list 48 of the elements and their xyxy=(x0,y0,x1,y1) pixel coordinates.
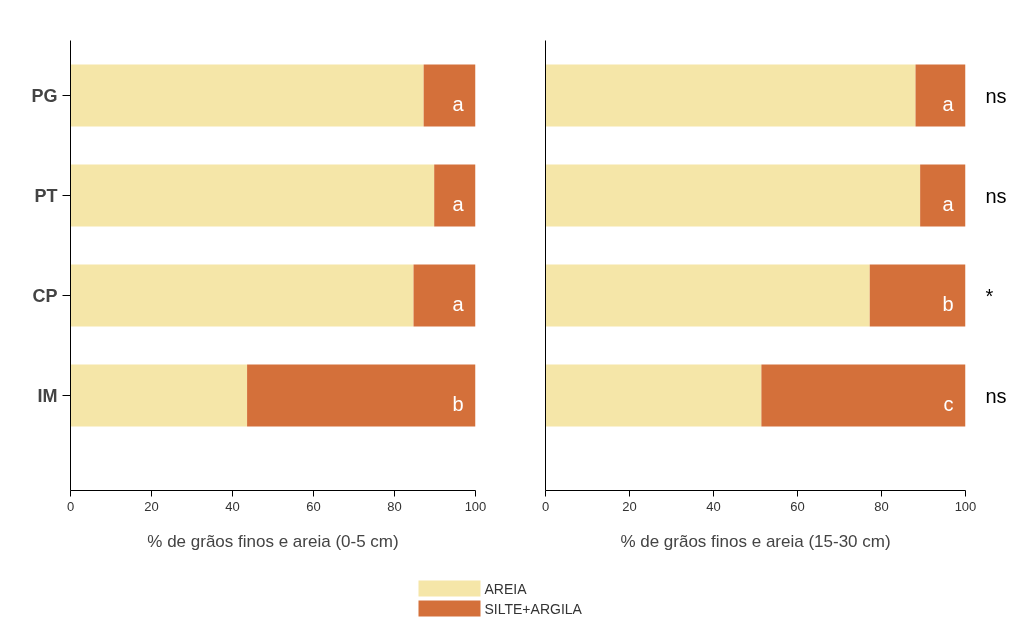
x-tick-label: 40 xyxy=(225,498,240,514)
text: ns xyxy=(985,384,1007,407)
y-tick-label: PT xyxy=(34,185,58,206)
bar xyxy=(247,364,476,427)
annotation: b xyxy=(942,292,954,315)
bar xyxy=(70,164,435,227)
annotation: a xyxy=(452,292,465,315)
annotation: a xyxy=(452,192,465,215)
y-tick-label: CP xyxy=(32,285,58,306)
x-tick-label: 40 xyxy=(706,498,721,514)
annotation: a xyxy=(942,192,955,215)
x-tick-label: 0 xyxy=(541,498,550,514)
bar xyxy=(545,64,916,127)
text: * xyxy=(985,284,994,307)
bar xyxy=(434,164,476,227)
bar xyxy=(70,364,248,427)
annotation: b xyxy=(452,392,464,415)
bar xyxy=(915,64,966,127)
x-axis-title: % de grãos finos e areia (15-30 cm) xyxy=(620,531,891,551)
x-tick-label: 100 xyxy=(954,498,977,514)
x-tick-label: 80 xyxy=(874,498,889,514)
x-tick-label: 0 xyxy=(66,498,75,514)
bar xyxy=(70,264,414,327)
bar xyxy=(545,364,762,427)
annotation: a xyxy=(942,92,955,115)
annotation: a xyxy=(452,92,465,115)
legend-label: SILTE+ARGILA xyxy=(484,600,583,617)
bar xyxy=(869,264,966,327)
annotation: c xyxy=(943,392,954,415)
bar xyxy=(545,164,921,227)
x-tick-label: 80 xyxy=(387,498,402,514)
x-axis-title: % de grãos finos e areia (0-5 cm) xyxy=(147,531,399,551)
x-tick-label: 60 xyxy=(790,498,805,514)
y-tick-label: IM xyxy=(37,385,58,406)
bar xyxy=(413,264,476,327)
bar xyxy=(545,264,870,327)
legend-label: AREIA xyxy=(484,580,528,597)
bar xyxy=(761,364,966,427)
bar xyxy=(423,64,476,127)
x-tick-label: 60 xyxy=(306,498,321,514)
y-tick-label: PG xyxy=(31,85,58,106)
bar xyxy=(920,164,966,227)
x-tick-label: 20 xyxy=(144,498,159,514)
bar xyxy=(70,64,424,127)
x-tick-label: 20 xyxy=(622,498,637,514)
x-tick-label: 100 xyxy=(464,498,487,514)
text: ns xyxy=(985,184,1007,207)
text: ns xyxy=(985,84,1007,107)
